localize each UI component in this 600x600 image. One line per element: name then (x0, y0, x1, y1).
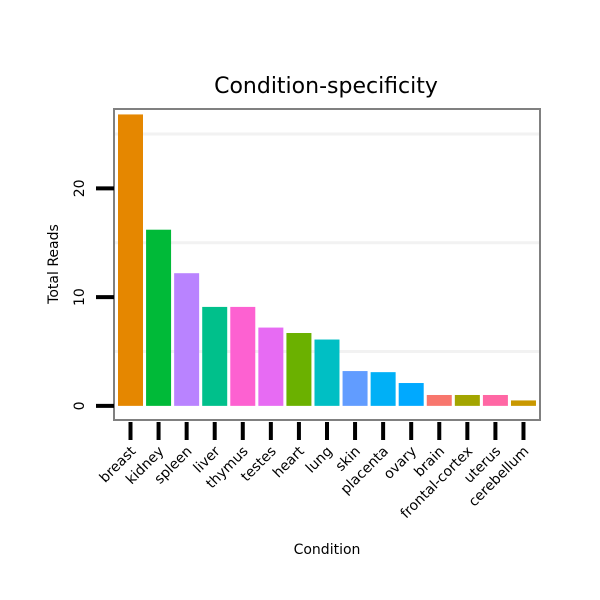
bar-skin (342, 371, 368, 406)
bar-cerebellum (510, 400, 536, 406)
y-tick-label: 10 (72, 288, 88, 306)
y-tick-label: 20 (72, 179, 88, 197)
bar-ovary (398, 383, 424, 406)
bar-lung (314, 339, 340, 406)
y-axis-label: Total Reads (46, 224, 62, 305)
y-tick-label: 0 (72, 401, 88, 410)
x-tick-label: ovary (381, 444, 420, 483)
bar-liver (202, 306, 228, 406)
bar-uterus (482, 394, 508, 406)
y-axis-ticks: 0 10 20 (72, 179, 114, 410)
bar-testes (258, 327, 284, 406)
bar-spleen (174, 273, 200, 406)
x-axis-label: Condition (294, 542, 361, 558)
x-tick-label: lung (303, 444, 336, 477)
x-axis-ticks: breastkidneyspleenliverthymustestesheart… (97, 422, 532, 522)
bar-kidney (146, 229, 172, 406)
bar-placenta (370, 372, 396, 406)
bars (118, 114, 536, 406)
plot-frame (113, 108, 541, 421)
bar-thymus (230, 306, 256, 406)
x-tick-label: heart (270, 443, 308, 481)
chart-title: Condition-specificity (214, 74, 438, 99)
bar-frontal-cortex (454, 394, 480, 406)
bar-heart (286, 333, 312, 406)
bar-breast (118, 114, 143, 406)
bar-brain (426, 394, 452, 406)
